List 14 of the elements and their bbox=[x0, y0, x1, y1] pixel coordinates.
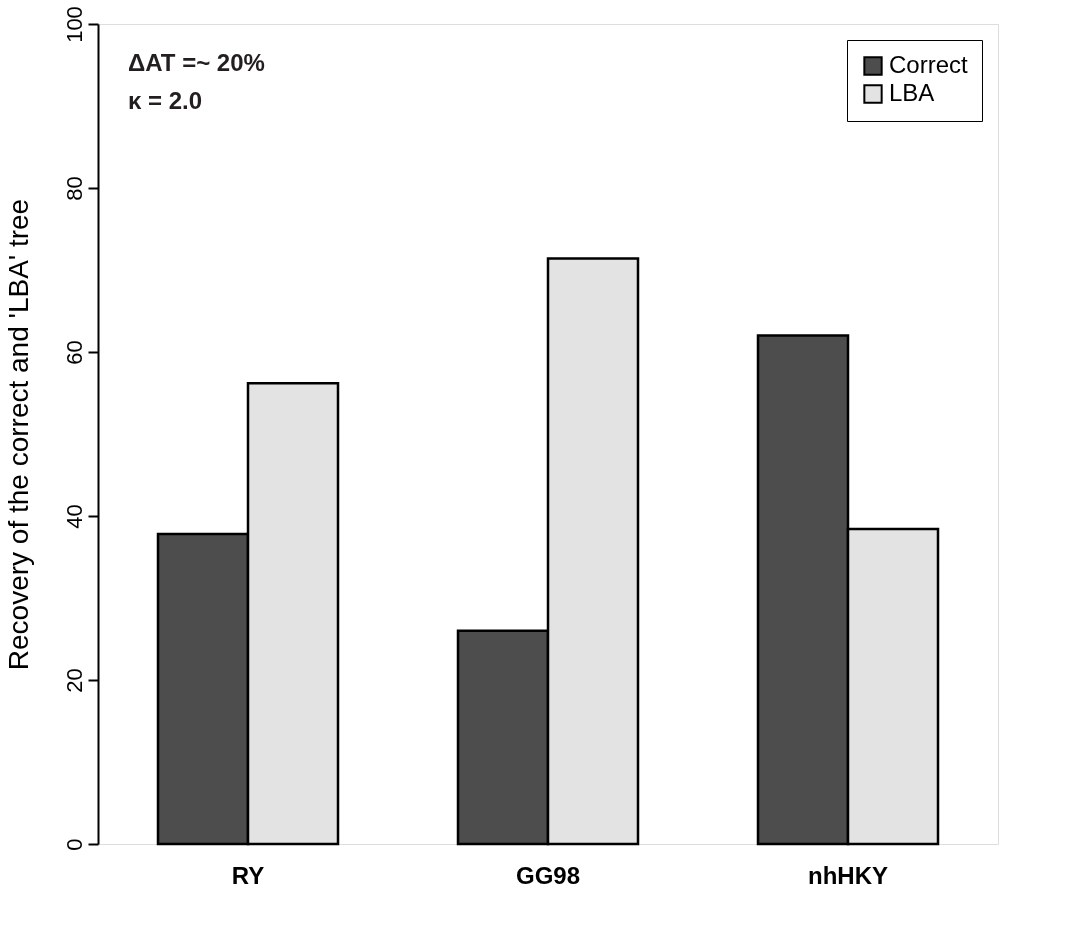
legend-label: LBA bbox=[889, 79, 935, 106]
y-tick-label: 60 bbox=[61, 340, 87, 365]
x-tick-label: GG98 bbox=[515, 861, 581, 889]
y-axis-title: Recovery of the correct and 'LBA' tree bbox=[2, 198, 34, 671]
y-tick-label: 20 bbox=[61, 668, 87, 693]
annotation: ΔAT =~ 20% bbox=[128, 49, 265, 76]
y-tick-label: 0 bbox=[61, 838, 87, 851]
y-tick-label: 40 bbox=[61, 504, 87, 529]
legend-label: Correct bbox=[889, 51, 969, 78]
y-tick-label: 80 bbox=[61, 176, 87, 201]
y-tick-label: 100 bbox=[61, 6, 87, 43]
x-tick-label: nhHKY bbox=[808, 861, 888, 889]
annotation: κ = 2.0 bbox=[128, 87, 203, 114]
x-tick-label: RY bbox=[231, 861, 265, 889]
